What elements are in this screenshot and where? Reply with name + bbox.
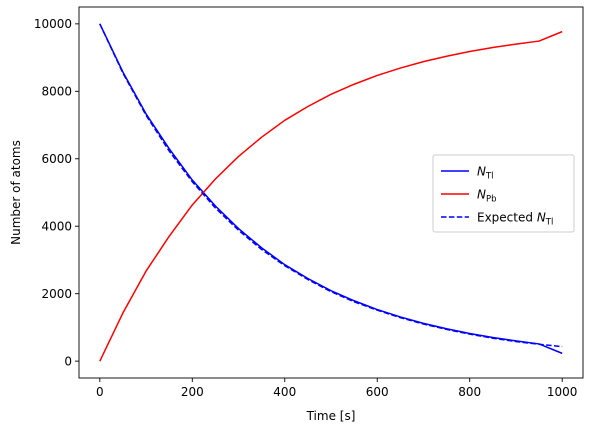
x-axis: 0 200 400 600 800 1000	[96, 378, 577, 399]
y-tick-label-0: 0	[64, 354, 72, 368]
plot-lines	[99, 23, 563, 362]
x-tick-label-4: 800	[458, 385, 481, 399]
y-axis: 0 2000 4000 6000 8000 10000	[34, 17, 79, 368]
x-axis-label: Time [s]	[306, 409, 356, 423]
x-tick-label-3: 600	[366, 385, 389, 399]
y-tick-label-5: 10000	[34, 17, 72, 31]
y-tick-label-1: 2000	[41, 287, 72, 301]
legend: NTl NPb Expected NTl	[432, 154, 575, 233]
x-tick-label-5: 1000	[547, 385, 578, 399]
legend-box	[432, 154, 575, 233]
legend-item-n-pb-label: NPb	[477, 187, 497, 204]
x-tick-label-0: 0	[96, 385, 104, 399]
x-tick-label-2: 400	[273, 385, 296, 399]
series-expected-n-tl-line	[99, 23, 563, 348]
y-tick-label-3: 6000	[41, 152, 72, 166]
plot-frame	[78, 6, 584, 379]
legend-item-expected-n-tl-label: Expected NTl	[477, 210, 553, 227]
legend-item-n-tl-label: NTl	[477, 164, 494, 181]
y-tick-label-2: 4000	[41, 220, 72, 234]
series-n-pb-line	[99, 30, 563, 362]
x-tick-label-1: 200	[181, 385, 204, 399]
y-axis-label: Number of atoms	[9, 140, 23, 245]
y-tick-label-4: 8000	[41, 85, 72, 99]
